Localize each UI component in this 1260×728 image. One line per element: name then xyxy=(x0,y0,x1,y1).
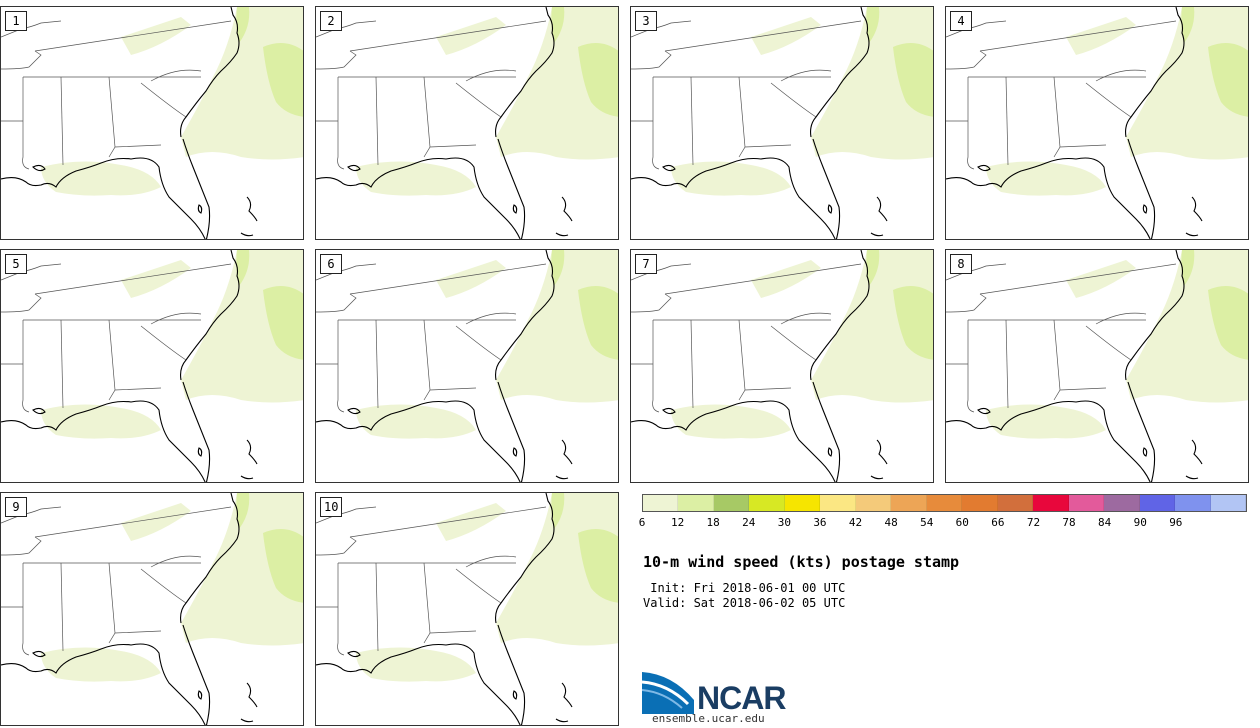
colorbar-segment xyxy=(749,495,785,511)
colorbar-segment xyxy=(855,495,892,511)
map-panel: 1 xyxy=(0,6,304,240)
colorbar-tick-label: 24 xyxy=(742,516,756,529)
map-image xyxy=(316,7,618,239)
logo-url: ensemble.ucar.edu xyxy=(652,712,765,725)
ncar-logo-icon xyxy=(642,672,694,714)
colorbar-segment xyxy=(678,495,714,511)
colorbar-tick-label: 6 xyxy=(638,516,646,529)
map-image xyxy=(946,250,1248,482)
map-panel: 9 xyxy=(0,492,304,726)
colorbar-tick-label: 18 xyxy=(706,516,720,529)
map-image xyxy=(631,250,933,482)
map-panel: 2 xyxy=(315,6,619,240)
colorbar-segment xyxy=(1139,495,1176,511)
map-image xyxy=(1,250,303,482)
panel-number: 7 xyxy=(635,254,657,274)
map-panel: 10 xyxy=(315,492,619,726)
map-image xyxy=(1,493,303,725)
colorbar-segment xyxy=(784,495,821,511)
colorbar-segment xyxy=(926,495,963,511)
colorbar-segment xyxy=(643,495,679,511)
map-panel: 4 xyxy=(945,6,1249,240)
map-panel: 8 xyxy=(945,249,1249,483)
map-panel: 5 xyxy=(0,249,304,483)
colorbar-segment xyxy=(1210,495,1246,511)
map-image xyxy=(316,493,618,725)
panel-number: 5 xyxy=(5,254,27,274)
panel-number: 2 xyxy=(320,11,342,31)
colorbar-tick-label: 36 xyxy=(813,516,827,529)
colorbar-segment xyxy=(997,495,1034,511)
ncar-logo-text: NCAR xyxy=(697,680,786,716)
init-time: Init: Fri 2018-06-01 00 UTC xyxy=(643,581,846,595)
panel-number: 3 xyxy=(635,11,657,31)
colorbar-tick-label: 42 xyxy=(848,516,863,529)
chart-title: 10-m wind speed (kts) postage stamp xyxy=(643,553,960,571)
map-image xyxy=(631,7,933,239)
map-image xyxy=(946,7,1248,239)
map-image xyxy=(1,7,303,239)
colorbar-tick-label: 66 xyxy=(991,516,1005,529)
colorbar-tick-label: 84 xyxy=(1098,516,1112,529)
panel-number: 8 xyxy=(950,254,972,274)
colorbar-segment xyxy=(713,495,750,511)
panel-number: 9 xyxy=(5,497,27,517)
colorbar-segment xyxy=(891,495,927,511)
colorbar-segment xyxy=(1068,495,1105,511)
map-panel: 6 xyxy=(315,249,619,483)
panel-number: 6 xyxy=(320,254,342,274)
colorbar-segment xyxy=(1104,495,1140,511)
map-image xyxy=(316,250,618,482)
colorbar-tick-label: 90 xyxy=(1133,516,1147,529)
colorbar-segment xyxy=(820,495,856,511)
colorbar-tick-label: 96 xyxy=(1169,516,1183,529)
colorbar-ticks: 6 12 18 24 30 36 42 48 54 60 66 72 78 84 90 96 xyxy=(638,516,1247,532)
panel-number: 1 xyxy=(5,11,27,31)
map-panel: 3 xyxy=(630,6,934,240)
map-panel: 7 xyxy=(630,249,934,483)
colorbar-tick-label: 30 xyxy=(777,516,791,529)
colorbar-tick-label: 54 xyxy=(920,516,934,529)
colorbar-tick-label: 48 xyxy=(884,516,898,529)
colorbar-segment xyxy=(1033,495,1069,511)
colorbar xyxy=(642,494,1247,512)
panel-number: 4 xyxy=(950,11,972,31)
colorbar-tick-label: 72 xyxy=(1026,516,1041,529)
valid-time: Valid: Sat 2018-06-02 05 UTC xyxy=(643,596,846,610)
colorbar-tick-label: 60 xyxy=(955,516,969,529)
panel-number: 10 xyxy=(320,497,343,517)
colorbar-segment xyxy=(962,495,998,511)
colorbar-segment xyxy=(1175,495,1211,511)
colorbar-tick-label: 78 xyxy=(1062,516,1076,529)
colorbar-tick-label: 12 xyxy=(670,516,685,529)
